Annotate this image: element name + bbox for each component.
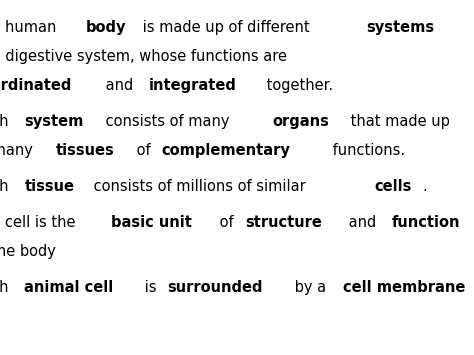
Text: of: of	[215, 215, 238, 230]
Text: function: function	[392, 215, 460, 230]
Text: consists of many: consists of many	[101, 114, 234, 129]
Text: that made up: that made up	[346, 114, 450, 129]
Text: structure: structure	[245, 215, 322, 230]
Text: .: .	[423, 179, 428, 194]
Text: in the body: in the body	[0, 244, 55, 259]
Text: consists of millions of similar: consists of millions of similar	[89, 179, 310, 194]
Text: The human: The human	[0, 20, 61, 35]
Text: together.: together.	[262, 78, 333, 93]
Text: organs: organs	[273, 114, 329, 129]
Text: cell membrane: cell membrane	[343, 280, 465, 295]
Text: body: body	[86, 20, 127, 35]
Text: and: and	[101, 78, 137, 93]
Text: animal cell: animal cell	[24, 280, 114, 295]
Text: coordinated: coordinated	[0, 78, 72, 93]
Text: and: and	[344, 215, 381, 230]
Text: integrated: integrated	[148, 78, 236, 93]
Text: basic unit: basic unit	[111, 215, 191, 230]
Text: Each: Each	[0, 179, 13, 194]
Text: Each: Each	[0, 114, 13, 129]
Text: by a: by a	[290, 280, 331, 295]
Text: of: of	[132, 143, 155, 158]
Text: cells: cells	[374, 179, 412, 194]
Text: is made up of different: is made up of different	[138, 20, 315, 35]
Text: system: system	[24, 114, 84, 129]
Text: tissue: tissue	[24, 179, 74, 194]
Text: complementary: complementary	[162, 143, 291, 158]
Text: surrounded: surrounded	[167, 280, 262, 295]
Text: is: is	[139, 280, 161, 295]
Text: tissues: tissues	[56, 143, 115, 158]
Text: of many: of many	[0, 143, 37, 158]
Text: systems: systems	[366, 20, 434, 35]
Text: The cell is the: The cell is the	[0, 215, 80, 230]
Text: e.g. digestive system, whose functions are: e.g. digestive system, whose functions a…	[0, 49, 287, 64]
Text: Each: Each	[0, 280, 13, 295]
Text: functions.: functions.	[328, 143, 405, 158]
